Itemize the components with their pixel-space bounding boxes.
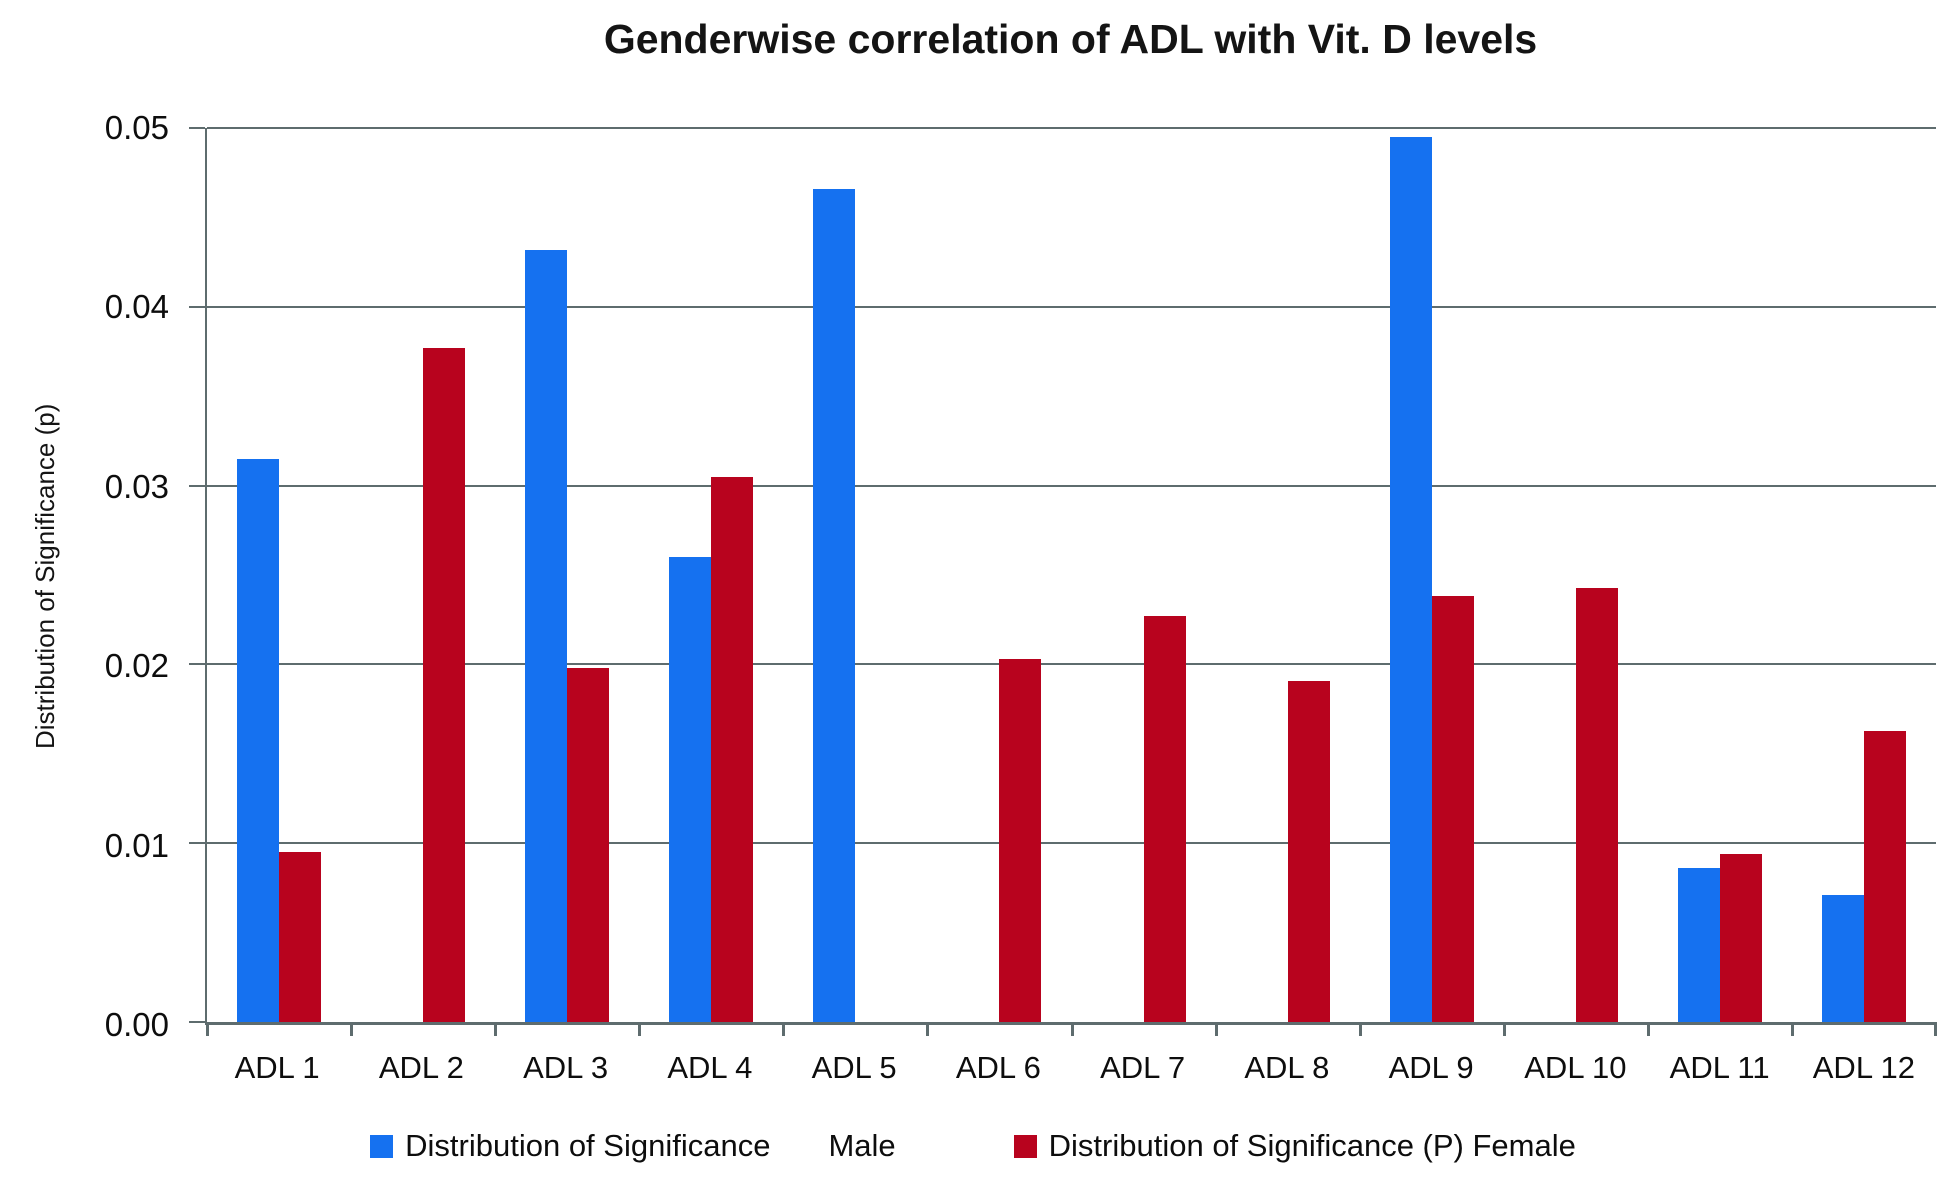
bar-female-adl-9 [1431, 596, 1474, 1022]
gridline [207, 842, 1936, 845]
x-axis-label-adl-1: ADL 1 [234, 1050, 320, 1085]
bar-group-adl-6 [927, 128, 1071, 1022]
bar-group-adl-5 [783, 128, 927, 1022]
x-axis-label-adl-10: ADL 10 [1524, 1050, 1627, 1085]
y-tick-mark [189, 127, 205, 129]
y-tick-mark [189, 1021, 205, 1023]
legend-item-female: Distribution of Significance (P) Female [1013, 1128, 1576, 1164]
y-tick-mark [189, 842, 205, 845]
bar-group-adl-7 [1072, 128, 1216, 1022]
y-axis-tick-labels: 0.05 0.04 0.03 0.02 0.01 0.00 [0, 109, 183, 1043]
bar-group-adl-3 [495, 128, 639, 1022]
x-tick-mark [1934, 1022, 1937, 1036]
legend-item-male: Distribution of Significance [370, 1128, 770, 1164]
x-tick-mark [1358, 1022, 1362, 1036]
bar-group-adl-2 [351, 128, 495, 1022]
legend-swatch-female-icon [1013, 1134, 1037, 1158]
bar-female-adl-10 [1575, 587, 1618, 1022]
bar-female-adl-11 [1719, 853, 1762, 1022]
x-axis-label-adl-8: ADL 8 [1244, 1050, 1330, 1085]
y-tick-mark [189, 484, 205, 487]
x-tick-mark [1214, 1022, 1218, 1036]
gridline [207, 663, 1936, 666]
y-tick-label: 0.02 [104, 647, 169, 685]
y-tick-label: 0.03 [104, 467, 169, 505]
bar-group-adl-1 [207, 128, 351, 1022]
y-tick-label: 0.01 [104, 826, 169, 864]
x-axis-label-adl-7: ADL 7 [1100, 1050, 1186, 1085]
chart-legend: Distribution of Significance Male Distri… [0, 1128, 1946, 1164]
chart-title: Genderwise correlation of ADL with Vit. … [603, 16, 1538, 62]
bar-female-adl-12 [1863, 730, 1906, 1022]
legend-label-female: Distribution of Significance (P) Female [1048, 1128, 1576, 1163]
bar-male-adl-12 [1821, 895, 1864, 1022]
x-tick-mark [350, 1022, 354, 1036]
gridline [207, 127, 1936, 129]
y-tick-mark [189, 663, 205, 666]
x-tick-mark [494, 1022, 498, 1036]
x-tick-mark [1790, 1022, 1794, 1036]
x-tick-mark [1646, 1022, 1650, 1036]
bar-group-adl-12 [1792, 128, 1936, 1022]
bar-male-adl-11 [1677, 868, 1720, 1022]
bar-female-adl-1 [279, 852, 322, 1022]
x-tick-mark [638, 1022, 642, 1036]
legend-swatch-male-icon [370, 1134, 394, 1158]
y-tick-label: 0.00 [104, 1006, 169, 1043]
bar-female-adl-8 [1287, 680, 1330, 1022]
plot-area [189, 127, 1937, 1036]
bar-female-adl-4 [711, 476, 754, 1022]
x-tick-mark [782, 1022, 786, 1036]
bar-group-adl-9 [1360, 128, 1504, 1022]
x-axis-tick-labels: ADL 1 ADL 2 ADL 3 ADL 4 ADL 5 ADL 6 ADL 7 ADL 8… [205, 1050, 1936, 1086]
x-axis-label-adl-12: ADL 12 [1812, 1050, 1915, 1085]
bar-male-adl-5 [813, 188, 856, 1022]
legend-label-male-suffix: Male [828, 1128, 896, 1163]
bar-female-adl-7 [1143, 616, 1186, 1022]
x-tick-mark [1070, 1022, 1074, 1036]
x-axis-label-adl-6: ADL 6 [955, 1050, 1041, 1085]
x-axis-label-adl-9: ADL 9 [1388, 1050, 1474, 1085]
x-tick-mark [206, 1022, 209, 1036]
bar-group-adl-11 [1648, 128, 1792, 1022]
x-tick-mark [1502, 1022, 1506, 1036]
y-tick-label: 0.05 [104, 109, 169, 146]
y-tick-label: 0.04 [104, 288, 169, 326]
bar-female-adl-3 [567, 667, 610, 1022]
bar-group-adl-8 [1216, 128, 1360, 1022]
x-axis-label-adl-3: ADL 3 [523, 1050, 609, 1085]
x-axis-label-adl-11: ADL 11 [1669, 1050, 1770, 1085]
bar-male-adl-1 [237, 458, 280, 1022]
x-tick-mark [926, 1022, 930, 1036]
x-axis-label-adl-4: ADL 4 [667, 1050, 753, 1085]
bar-male-adl-9 [1389, 136, 1432, 1022]
bar-group-adl-4 [639, 128, 783, 1022]
bar-group-adl-10 [1504, 128, 1648, 1022]
x-axis-label-adl-2: ADL 2 [378, 1050, 464, 1085]
bar-female-adl-6 [999, 659, 1042, 1022]
x-axis-label-adl-5: ADL 5 [811, 1050, 897, 1085]
gridline [207, 305, 1936, 308]
bar-male-adl-3 [525, 249, 568, 1022]
bar-male-adl-4 [669, 557, 712, 1022]
bar-female-adl-2 [423, 347, 466, 1022]
legend-label-male: Distribution of Significance [405, 1128, 771, 1163]
y-tick-mark [189, 305, 205, 308]
gridline [207, 484, 1936, 487]
